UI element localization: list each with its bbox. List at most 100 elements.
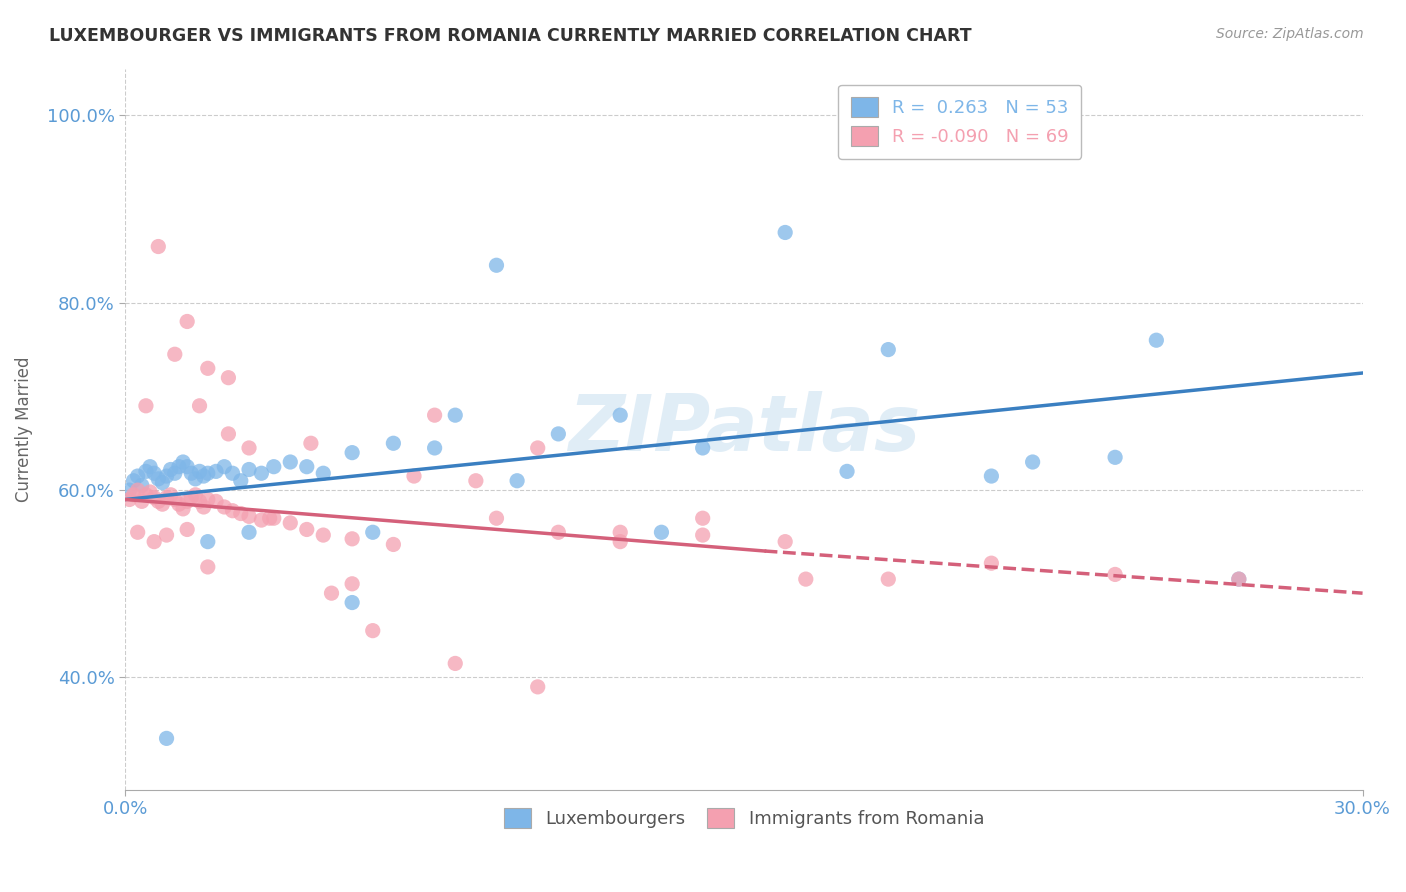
Point <box>229 474 252 488</box>
Point <box>197 492 219 507</box>
Y-axis label: Currently Married: Currently Married <box>15 357 32 502</box>
Point <box>980 469 1002 483</box>
Point <box>278 516 301 530</box>
Point <box>176 523 198 537</box>
Point <box>188 399 211 413</box>
Point <box>205 494 228 508</box>
Point <box>118 492 141 507</box>
Point <box>155 469 177 483</box>
Point <box>382 537 405 551</box>
Point <box>423 408 446 422</box>
Point <box>118 483 141 497</box>
Text: Source: ZipAtlas.com: Source: ZipAtlas.com <box>1216 27 1364 41</box>
Point <box>152 497 174 511</box>
Point <box>143 467 166 481</box>
Point <box>143 491 166 505</box>
Point <box>131 494 153 508</box>
Point <box>135 488 157 502</box>
Point <box>259 511 281 525</box>
Point <box>152 475 174 490</box>
Point <box>155 731 177 746</box>
Point <box>692 528 714 542</box>
Point <box>321 586 343 600</box>
Point <box>547 426 569 441</box>
Point <box>609 408 631 422</box>
Point <box>877 572 900 586</box>
Point <box>205 464 228 478</box>
Point <box>131 478 153 492</box>
Point <box>127 483 149 497</box>
Point <box>229 507 252 521</box>
Point <box>263 459 285 474</box>
Point <box>361 624 384 638</box>
Point <box>122 474 145 488</box>
Point <box>127 469 149 483</box>
Point <box>263 511 285 525</box>
Text: LUXEMBOURGER VS IMMIGRANTS FROM ROMANIA CURRENTLY MARRIED CORRELATION CHART: LUXEMBOURGER VS IMMIGRANTS FROM ROMANIA … <box>49 27 972 45</box>
Point <box>1227 572 1250 586</box>
Point <box>526 680 548 694</box>
Point <box>238 509 260 524</box>
Point <box>485 511 508 525</box>
Point <box>159 462 181 476</box>
Point <box>299 436 322 450</box>
Point <box>340 532 363 546</box>
Point <box>650 525 672 540</box>
Point <box>221 467 243 481</box>
Point <box>148 472 170 486</box>
Point <box>1021 455 1043 469</box>
Point <box>773 226 796 240</box>
Text: ZIPatlas: ZIPatlas <box>568 392 920 467</box>
Point <box>180 491 202 505</box>
Point <box>444 408 467 422</box>
Point <box>167 497 190 511</box>
Point <box>250 513 273 527</box>
Point <box>444 657 467 671</box>
Point <box>217 426 239 441</box>
Point <box>835 464 858 478</box>
Point <box>176 314 198 328</box>
Point <box>176 494 198 508</box>
Point <box>214 500 236 514</box>
Point <box>238 462 260 476</box>
Point <box>221 504 243 518</box>
Point <box>139 485 162 500</box>
Point <box>127 525 149 540</box>
Point <box>155 491 177 505</box>
Point <box>1104 567 1126 582</box>
Point <box>506 474 529 488</box>
Point <box>193 500 215 514</box>
Legend: Luxembourgers, Immigrants from Romania: Luxembourgers, Immigrants from Romania <box>496 801 991 835</box>
Point <box>238 525 260 540</box>
Point <box>547 525 569 540</box>
Point <box>340 576 363 591</box>
Point <box>135 399 157 413</box>
Point <box>214 459 236 474</box>
Point <box>135 464 157 478</box>
Point <box>197 534 219 549</box>
Point <box>250 467 273 481</box>
Point <box>312 528 335 542</box>
Point <box>155 528 177 542</box>
Point <box>193 469 215 483</box>
Point <box>773 534 796 549</box>
Point <box>692 441 714 455</box>
Point <box>340 595 363 609</box>
Point <box>238 441 260 455</box>
Point <box>278 455 301 469</box>
Point <box>143 534 166 549</box>
Point <box>295 523 318 537</box>
Point <box>217 370 239 384</box>
Point <box>167 459 190 474</box>
Point <box>163 347 186 361</box>
Point <box>526 441 548 455</box>
Point <box>980 556 1002 570</box>
Point <box>361 525 384 540</box>
Point <box>188 464 211 478</box>
Point <box>402 469 425 483</box>
Point <box>197 361 219 376</box>
Point <box>163 492 186 507</box>
Point <box>159 488 181 502</box>
Point <box>176 459 198 474</box>
Point <box>1104 450 1126 465</box>
